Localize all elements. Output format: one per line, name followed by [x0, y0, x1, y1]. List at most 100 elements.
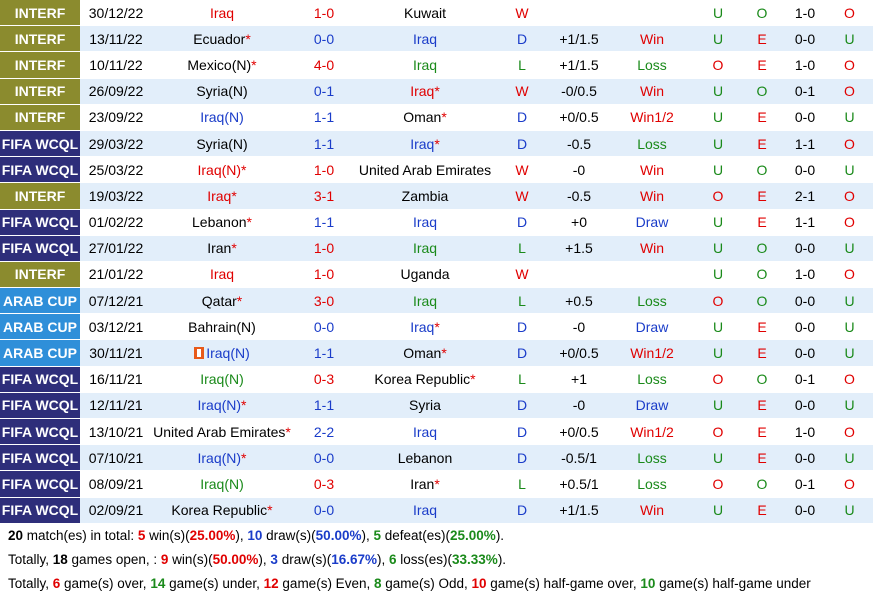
- competition-label[interactable]: INTERF: [14, 266, 66, 283]
- home-team-link[interactable]: Iraq(N): [197, 449, 242, 466]
- home-away-marker: *: [470, 371, 476, 388]
- home-team-link[interactable]: Ecuador: [193, 30, 246, 47]
- competition-label[interactable]: INTERF: [14, 83, 66, 100]
- away-team-link[interactable]: Iran: [410, 475, 435, 492]
- away-team-link[interactable]: Oman: [403, 109, 442, 126]
- competition-label[interactable]: ARAB CUP: [3, 318, 77, 335]
- away-team-link[interactable]: Kuwait: [403, 4, 447, 21]
- score-link[interactable]: 1-1: [313, 345, 335, 362]
- home-team-link[interactable]: Iraq(N): [197, 397, 242, 414]
- away-team-link[interactable]: Iraq: [410, 318, 435, 335]
- score-link[interactable]: 1-1: [313, 135, 335, 152]
- home-team-link[interactable]: Iraq: [207, 187, 232, 204]
- score-link[interactable]: 0-1: [313, 83, 335, 100]
- competition-label[interactable]: ARAB CUP: [3, 345, 77, 362]
- home-team-link[interactable]: Korea Republic: [171, 502, 268, 519]
- score-link[interactable]: 1-0: [313, 240, 335, 257]
- home-team-link[interactable]: Iraq: [209, 266, 235, 283]
- away-team: Iraq: [356, 418, 494, 446]
- wdl-text: D: [516, 135, 528, 152]
- away-team-link[interactable]: Iraq: [410, 135, 435, 152]
- competition-label[interactable]: FIFA WCQL: [1, 423, 79, 440]
- competition-label[interactable]: FIFA WCQL: [1, 240, 79, 257]
- home-team-link[interactable]: Iraq(N): [200, 109, 244, 126]
- odd-even-text: O: [756, 371, 768, 388]
- competition-label[interactable]: INTERF: [14, 187, 66, 204]
- score-link[interactable]: 0-0: [313, 30, 335, 47]
- wdl-text: L: [518, 56, 526, 73]
- handicap-result: Loss: [608, 51, 696, 79]
- over-under-text: O: [712, 371, 724, 388]
- away-team: Syria: [356, 392, 494, 420]
- score-link[interactable]: 1-1: [313, 397, 335, 414]
- competition-label[interactable]: FIFA WCQL: [1, 502, 79, 519]
- score-link[interactable]: 4-0: [313, 56, 335, 73]
- handicap-result: [608, 0, 696, 27]
- competition-label[interactable]: FIFA WCQL: [1, 449, 79, 466]
- away-team-link[interactable]: Uganda: [400, 266, 450, 283]
- score-link[interactable]: 0-0: [313, 449, 335, 466]
- handicap-result: Win: [608, 25, 696, 53]
- away-team-link[interactable]: Syria: [409, 397, 441, 414]
- score-link[interactable]: 3-1: [313, 187, 335, 204]
- away-team-link[interactable]: Zambia: [401, 187, 449, 204]
- home-team-link[interactable]: Iraq(N): [206, 345, 250, 362]
- half-time-score: 0-1: [784, 470, 826, 498]
- score-link[interactable]: 2-2: [313, 423, 335, 440]
- competition-label[interactable]: FIFA WCQL: [1, 371, 79, 388]
- away-team-link[interactable]: Iraq: [412, 214, 438, 231]
- competition-label[interactable]: FIFA WCQL: [1, 135, 79, 152]
- home-team-link[interactable]: Mexico(N): [187, 56, 252, 73]
- score-link[interactable]: 1-1: [313, 214, 335, 231]
- handicap-result: Win: [608, 156, 696, 184]
- handicap: +0: [550, 209, 608, 236]
- competition-label[interactable]: FIFA WCQL: [1, 475, 79, 492]
- competition-label[interactable]: FIFA WCQL: [1, 161, 79, 178]
- competition-label[interactable]: FIFA WCQL: [1, 214, 79, 231]
- home-team-link[interactable]: Iraq(N): [200, 475, 244, 492]
- score-link[interactable]: 1-0: [313, 4, 335, 21]
- home-team-link[interactable]: Iraq(N): [197, 161, 242, 178]
- away-team-link[interactable]: Oman: [403, 345, 442, 362]
- handicap-text: -0/0.5: [561, 83, 597, 100]
- home-team-link[interactable]: Syria(N): [196, 135, 248, 152]
- home-team-link[interactable]: United Arab Emirates: [153, 423, 286, 440]
- score-link[interactable]: 0-0: [313, 502, 335, 519]
- score-link[interactable]: 3-0: [313, 292, 335, 309]
- away-team-link[interactable]: Iraq: [412, 502, 438, 519]
- competition-label[interactable]: INTERF: [14, 56, 66, 73]
- score-link[interactable]: 0-3: [313, 475, 335, 492]
- away-team-link[interactable]: Lebanon: [397, 449, 453, 466]
- away-team-link[interactable]: Iraq: [412, 30, 438, 47]
- away-team-link[interactable]: Iraq: [412, 423, 438, 440]
- half-time-text: 1-0: [794, 266, 816, 283]
- home-team-link[interactable]: Lebanon: [192, 214, 247, 231]
- score-link[interactable]: 1-1: [313, 109, 335, 126]
- home-team-link[interactable]: Iraq: [209, 4, 235, 21]
- competition-label[interactable]: ARAB CUP: [3, 292, 77, 309]
- away-team: Iraq: [356, 287, 494, 315]
- competition-label[interactable]: INTERF: [14, 30, 66, 47]
- score-link[interactable]: 0-0: [313, 318, 335, 335]
- away-team-link[interactable]: Iraq: [412, 292, 438, 309]
- home-team-link[interactable]: Syria(N): [196, 83, 248, 100]
- competition-label[interactable]: INTERF: [14, 4, 66, 21]
- competition-label[interactable]: FIFA WCQL: [1, 397, 79, 414]
- away-team-link[interactable]: Korea Republic: [374, 371, 471, 388]
- away-team-link[interactable]: United Arab Emirates: [358, 161, 492, 178]
- score-link[interactable]: 0-3: [313, 371, 335, 388]
- score-link[interactable]: 1-0: [313, 266, 335, 283]
- home-team-link[interactable]: Qatar: [201, 292, 237, 309]
- away-team: Zambia: [356, 182, 494, 210]
- away-team-link[interactable]: Iraq: [412, 240, 438, 257]
- away-team-link[interactable]: Iraq: [412, 56, 438, 73]
- handicap-text: +0.5: [565, 292, 593, 309]
- score-link[interactable]: 1-0: [313, 161, 335, 178]
- competition-badge: ARAB CUP: [0, 313, 80, 341]
- competition-label[interactable]: INTERF: [14, 109, 66, 126]
- away-team-link[interactable]: Iraq: [410, 83, 435, 100]
- home-team-link[interactable]: Iran: [207, 240, 232, 257]
- home-team-link[interactable]: Iraq(N): [200, 371, 244, 388]
- competition-badge: INTERF: [0, 51, 80, 79]
- home-team-link[interactable]: Bahrain(N): [188, 318, 256, 335]
